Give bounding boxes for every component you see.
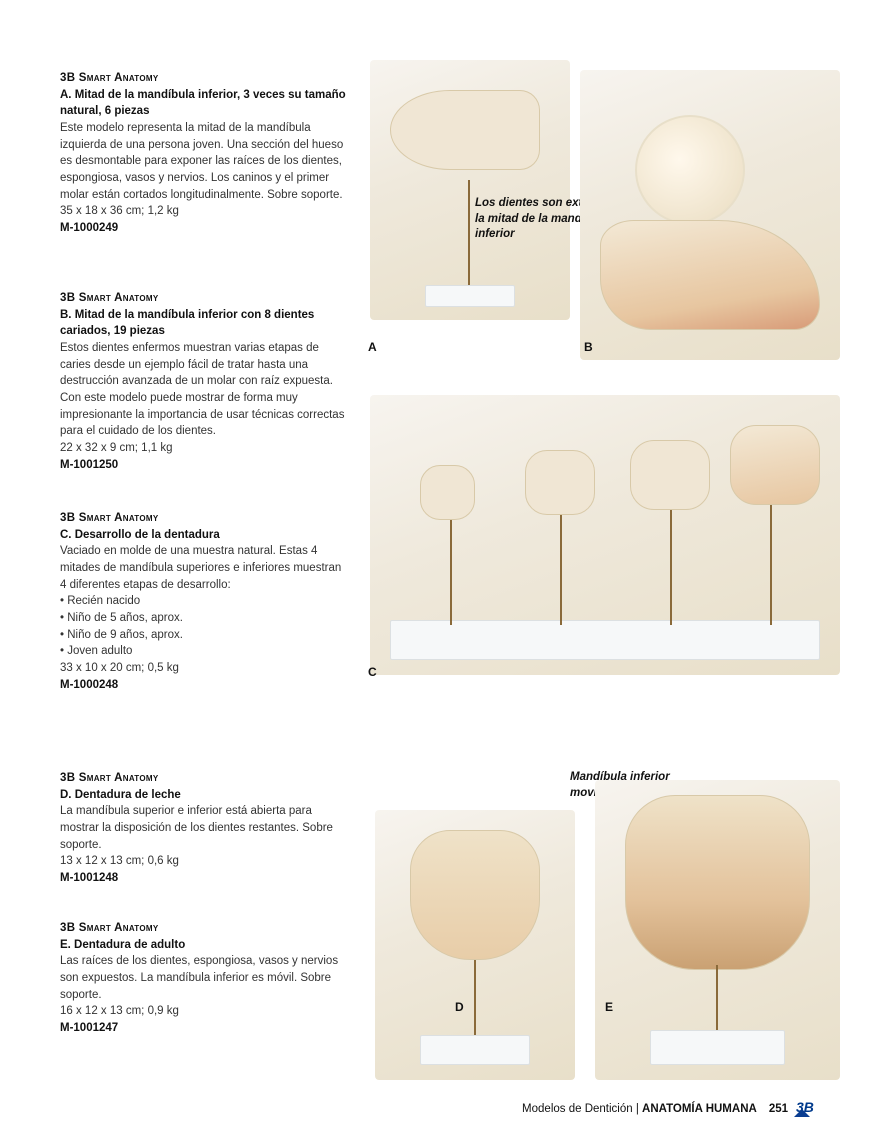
product-d: 3B Smart Anatomy D. Dentadura de leche L…: [60, 770, 350, 887]
product-d-dims: 13 x 12 x 13 cm; 0,6 kg: [60, 853, 350, 870]
bullet: Joven adulto: [60, 643, 350, 660]
brand-label: 3B Smart Anatomy: [60, 70, 350, 87]
brand-label: 3B Smart Anatomy: [60, 290, 350, 307]
product-e-dims: 16 x 12 x 13 cm; 0,9 kg: [60, 1003, 350, 1020]
product-c: 3B Smart Anatomy C. Desarrollo de la den…: [60, 510, 350, 693]
image-e: [595, 780, 840, 1080]
label-d: D: [455, 1000, 464, 1014]
product-c-title: C. Desarrollo de la dentadura: [60, 527, 350, 544]
product-d-desc: La mandíbula superior e inferior está ab…: [60, 803, 350, 853]
footer-category: Modelos de Dentición | ANATOMÍA HUMANA: [522, 1103, 757, 1115]
product-e-sku: M-1001247: [60, 1020, 350, 1037]
image-c: [370, 395, 840, 675]
product-a-sku: M-1000249: [60, 220, 350, 237]
label-c: C: [368, 665, 377, 679]
brand-label: 3B Smart Anatomy: [60, 770, 350, 787]
brand-logo-icon: 3B: [796, 1099, 826, 1119]
product-e-title: E. Dentadura de adulto: [60, 937, 350, 954]
product-d-sku: M-1001248: [60, 870, 350, 887]
label-a: A: [368, 340, 377, 354]
page-number: 251: [769, 1103, 788, 1115]
bullet: Niño de 9 años, aprox.: [60, 627, 350, 644]
label-e: E: [605, 1000, 613, 1014]
product-c-desc: Vaciado en molde de una muestra natural.…: [60, 543, 350, 593]
bullet: Niño de 5 años, aprox.: [60, 610, 350, 627]
product-c-dims: 33 x 10 x 20 cm; 0,5 kg: [60, 660, 350, 677]
image-d: [375, 810, 575, 1080]
bullet: Recién nacido: [60, 593, 350, 610]
product-c-bullets: Recién nacido Niño de 5 años, aprox. Niñ…: [60, 593, 350, 660]
product-b-title: B. Mitad de la mandíbula inferior con 8 …: [60, 307, 350, 340]
image-b: [580, 70, 840, 360]
product-e: 3B Smart Anatomy E. Dentadura de adulto …: [60, 920, 350, 1037]
product-b-desc: Estos dientes enfermos muestran varias e…: [60, 340, 350, 440]
product-e-desc: Las raíces de los dientes, espongiosa, v…: [60, 953, 350, 1003]
product-b-sku: M-1001250: [60, 457, 350, 474]
product-c-sku: M-1000248: [60, 677, 350, 694]
product-b: 3B Smart Anatomy B. Mitad de la mandíbul…: [60, 290, 350, 473]
product-a-desc: Este modelo representa la mitad de la ma…: [60, 120, 350, 203]
product-b-dims: 22 x 32 x 9 cm; 1,1 kg: [60, 440, 350, 457]
brand-label: 3B Smart Anatomy: [60, 510, 350, 527]
catalog-page: 3B Smart Anatomy A. Mitad de la mandíbul…: [0, 0, 876, 1141]
product-a-title: A. Mitad de la mandíbula inferior, 3 vec…: [60, 87, 350, 120]
product-a: 3B Smart Anatomy A. Mitad de la mandíbul…: [60, 70, 350, 237]
image-a: [370, 60, 570, 320]
product-d-title: D. Dentadura de leche: [60, 787, 350, 804]
label-b: B: [584, 340, 593, 354]
product-a-dims: 35 x 18 x 36 cm; 1,2 kg: [60, 203, 350, 220]
page-footer: Modelos de Dentición | ANATOMÍA HUMANA 2…: [522, 1099, 826, 1119]
brand-label: 3B Smart Anatomy: [60, 920, 350, 937]
